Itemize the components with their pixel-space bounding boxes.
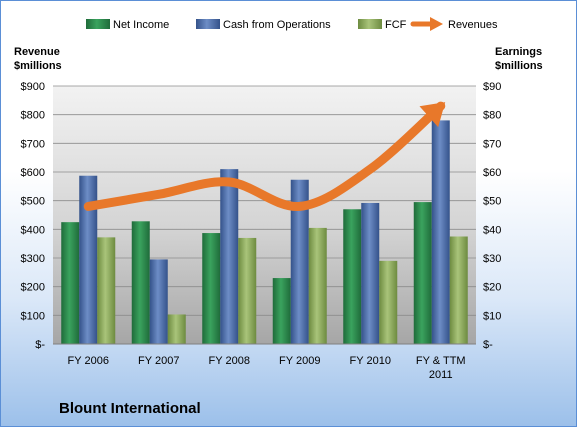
bar-net-income (131, 221, 150, 344)
bar-cash-from-operations (79, 175, 98, 344)
category-label: FY 2006 (68, 355, 109, 367)
bar-fcf (97, 237, 116, 344)
left-tick-label: $300 (21, 253, 45, 265)
revenue-line (83, 101, 446, 211)
right-tick-label: $20 (483, 282, 501, 294)
category-label: FY 2008 (209, 355, 250, 367)
legend-swatch-cash-from-operations (196, 19, 220, 29)
bar-fcf (449, 236, 468, 344)
revenue-line-path (83, 101, 446, 211)
bar-series (61, 120, 468, 345)
left-tick-label: $700 (21, 138, 45, 150)
right-tick-label: $40 (483, 224, 501, 236)
left-tick-label: $- (35, 339, 45, 351)
bar-net-income (413, 202, 432, 344)
left-tick-label: $800 (21, 110, 45, 122)
plot-area (53, 86, 476, 344)
bar-net-income (61, 222, 80, 344)
category-label: FY 2009 (279, 355, 320, 367)
right-axis-title-line-2: $millions (495, 60, 543, 72)
bar-cash-from-operations (149, 259, 168, 344)
right-tick-label: $60 (483, 167, 501, 179)
chart-title: Blount International (59, 400, 201, 417)
right-tick-label: $80 (483, 110, 501, 122)
category-label: FY & TTM (416, 355, 466, 367)
right-axis-ticks: $- $10 $20 $30 $40 $50 $60 $70 $80 $90 (483, 81, 501, 351)
bar-fcf (308, 227, 327, 344)
bar-net-income (202, 233, 221, 344)
left-axis-title-line-1: Revenue (14, 46, 60, 58)
legend-label-revenues: Revenues (448, 19, 498, 31)
category-label: 2011 (429, 369, 453, 381)
right-tick-label: $50 (483, 196, 501, 208)
left-tick-label: $400 (21, 224, 45, 236)
right-tick-label: $90 (483, 81, 501, 93)
bar-net-income (272, 278, 291, 344)
bar-cash-from-operations (220, 169, 239, 344)
right-axis-title: Earnings $millions (495, 46, 543, 72)
right-tick-label: $- (483, 339, 493, 351)
left-tick-label: $600 (21, 167, 45, 179)
legend-label-cash-from-operations: Cash from Operations (223, 19, 331, 31)
bar-fcf (379, 260, 398, 344)
right-tick-label: $10 (483, 310, 501, 322)
legend-swatch-fcf (358, 19, 382, 29)
right-axis-title-line-1: Earnings (495, 46, 542, 58)
legend-swatch-revenues (410, 17, 443, 31)
left-tick-label: $200 (21, 282, 45, 294)
left-axis-ticks: $- $100 $200 $300 $400 $500 $600 $700 $800 $900 (21, 81, 46, 351)
left-axis-title: Revenue $millions (14, 46, 62, 72)
category-labels: FY 2006 FY 2007 FY 2008 FY 2009 FY 2010 FY & … (68, 355, 466, 381)
legend-swatch-net-income (86, 19, 110, 29)
left-tick-label: $500 (21, 196, 45, 208)
left-tick-label: $100 (21, 310, 45, 322)
bar-fcf (167, 314, 186, 344)
right-tick-label: $30 (483, 253, 501, 265)
category-label: FY 2010 (350, 355, 391, 367)
bar-cash-from-operations (431, 120, 450, 345)
category-label: FY 2007 (138, 355, 179, 367)
bar-cash-from-operations (361, 202, 380, 344)
bar-fcf (238, 237, 257, 344)
bar-net-income (343, 209, 362, 344)
revenue-line-arrowhead (419, 102, 446, 128)
legend: Net Income Cash from Operations FCF Reve… (86, 17, 498, 31)
legend-label-net-income: Net Income (113, 19, 169, 31)
left-axis-title-line-2: $millions (14, 60, 62, 72)
left-tick-label: $900 (21, 81, 45, 93)
legend-label-fcf: FCF (385, 19, 407, 31)
bar-cash-from-operations (290, 179, 309, 344)
right-tick-label: $70 (483, 138, 501, 150)
